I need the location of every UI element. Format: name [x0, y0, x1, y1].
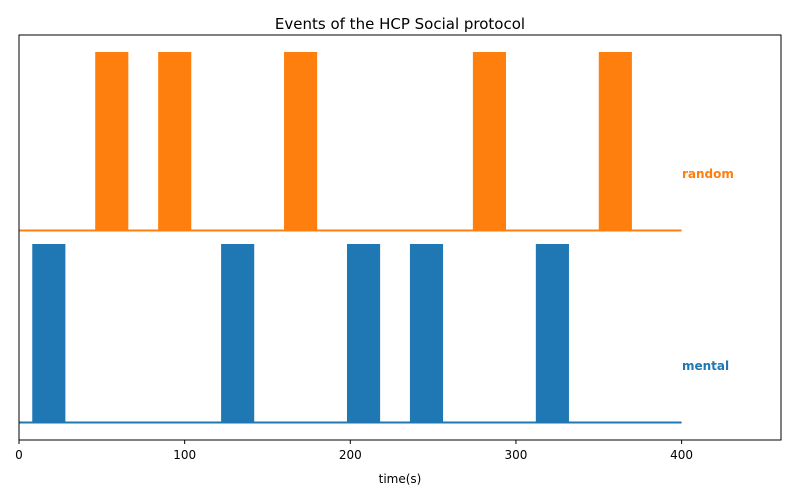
event-block-random-4: [472, 52, 507, 231]
event-block-mental-2: [221, 244, 255, 423]
series-random: [19, 52, 682, 232]
x-tick-label: 400: [670, 448, 693, 462]
x-tick-label: 100: [173, 448, 196, 462]
event-block-mental-5: [535, 244, 569, 423]
series-labels: random mental: [682, 167, 734, 373]
series-label-mental: mental: [682, 359, 729, 373]
x-tick-label: 200: [339, 448, 362, 462]
event-block-mental-1: [32, 244, 66, 423]
x-axis: 0 100 200 300 400: [15, 440, 693, 462]
event-block-random-2: [158, 52, 192, 231]
series-mental: [19, 244, 682, 424]
event-block-random-1: [95, 52, 129, 231]
x-tick-label: 300: [505, 448, 528, 462]
plot-area: [19, 52, 682, 424]
series-label-random: random: [682, 167, 734, 181]
plot-frame: [18, 34, 782, 441]
chart-title: Events of the HCP Social protocol: [275, 15, 525, 33]
x-tick-label: 0: [15, 448, 23, 462]
event-block-mental-4: [409, 244, 444, 423]
x-axis-label: time(s): [379, 472, 422, 486]
event-block-mental-3: [346, 244, 381, 423]
event-block-random-5: [598, 52, 632, 231]
event-block-random-3: [284, 52, 318, 231]
